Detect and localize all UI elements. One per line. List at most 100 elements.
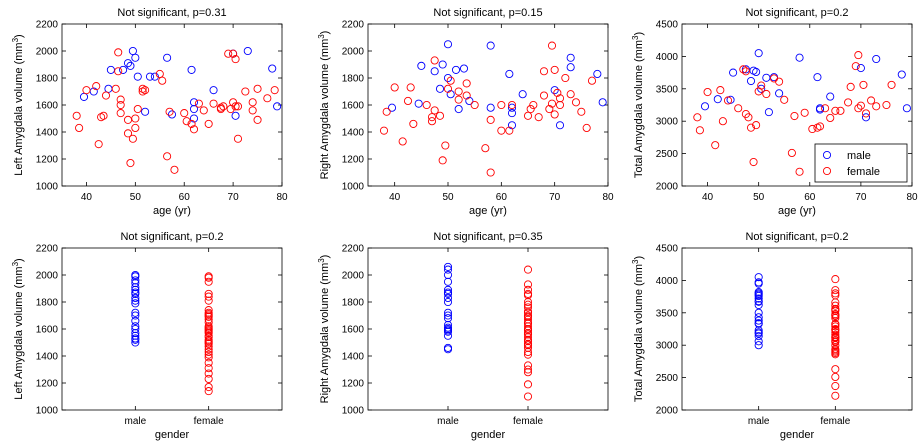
series-female bbox=[379, 41, 597, 177]
data-point bbox=[734, 104, 743, 113]
data-point bbox=[180, 109, 189, 118]
data-point bbox=[204, 369, 213, 378]
data-point bbox=[821, 104, 830, 113]
series-male bbox=[131, 270, 140, 347]
data-point bbox=[831, 381, 840, 391]
data-point bbox=[131, 324, 140, 334]
data-point bbox=[831, 328, 840, 337]
data-point bbox=[422, 100, 431, 110]
data-point bbox=[555, 94, 565, 103]
data-point bbox=[465, 96, 474, 105]
data-point bbox=[754, 337, 763, 346]
data-point bbox=[189, 125, 199, 134]
y-tick-label: 2000 bbox=[656, 406, 679, 417]
x-tick-label: 70 bbox=[549, 192, 561, 203]
series-male bbox=[754, 273, 763, 350]
y-axis-label: Left Amygdala volume (mm3) bbox=[11, 258, 25, 399]
data-point bbox=[859, 80, 868, 89]
chart-panel-1: 1000 1200 1400 1600 1800 2000 2200 40 50 60 70 80 No… bbox=[11, 7, 288, 217]
data-point bbox=[170, 165, 179, 174]
y-axis-label-superscript: 3 bbox=[631, 259, 640, 264]
data-point bbox=[123, 59, 133, 68]
y-tick-label: 1200 bbox=[342, 155, 365, 166]
data-point bbox=[566, 53, 575, 62]
data-point bbox=[815, 122, 825, 131]
y-tick-label: 2000 bbox=[36, 271, 59, 282]
data-point bbox=[116, 100, 125, 110]
data-point bbox=[443, 345, 453, 354]
data-point bbox=[754, 326, 763, 335]
data-point bbox=[443, 40, 453, 49]
data-point bbox=[199, 106, 208, 115]
data-point bbox=[523, 265, 533, 274]
x-tick-label: male bbox=[437, 416, 459, 427]
data-point bbox=[754, 297, 763, 306]
y-axis-label-text: Total Amygdala volume (mm bbox=[633, 40, 645, 178]
data-point bbox=[718, 117, 727, 126]
data-point bbox=[754, 49, 763, 58]
data-point bbox=[795, 53, 804, 62]
data-point bbox=[523, 308, 533, 317]
series-female bbox=[72, 48, 279, 174]
data-point bbox=[462, 79, 471, 88]
data-point bbox=[248, 98, 257, 107]
data-point bbox=[204, 342, 213, 351]
data-point bbox=[131, 316, 140, 325]
data-point bbox=[831, 286, 840, 295]
y-tick-label: 4500 bbox=[656, 244, 679, 255]
y-tick-label: 1200 bbox=[342, 379, 365, 390]
data-point bbox=[507, 100, 517, 110]
data-point bbox=[754, 300, 763, 310]
data-point bbox=[430, 67, 439, 76]
data-point bbox=[897, 70, 906, 79]
data-point bbox=[831, 350, 840, 359]
data-point bbox=[128, 46, 137, 56]
data-point bbox=[566, 90, 575, 99]
plot-area-frame bbox=[681, 247, 913, 411]
data-point bbox=[454, 95, 463, 104]
data-point bbox=[693, 113, 702, 122]
y-tick-label: 4000 bbox=[656, 52, 679, 63]
y-tick-label: 1800 bbox=[342, 298, 365, 309]
data-point bbox=[131, 53, 140, 62]
data-point bbox=[872, 54, 881, 64]
data-point bbox=[497, 100, 506, 110]
data-point bbox=[775, 77, 784, 86]
data-point bbox=[861, 113, 871, 122]
data-point bbox=[204, 328, 213, 338]
data-point bbox=[523, 312, 533, 321]
data-point bbox=[82, 86, 91, 95]
data-point bbox=[204, 374, 213, 384]
x-axis-label: age (yr) bbox=[778, 205, 816, 217]
data-point bbox=[523, 285, 533, 294]
data-point bbox=[119, 65, 128, 74]
y-axis-label-close: ) bbox=[13, 258, 25, 262]
data-point bbox=[387, 103, 397, 112]
data-point bbox=[94, 140, 103, 149]
plot-area-frame bbox=[61, 247, 283, 411]
y-tick-label: 1600 bbox=[36, 325, 59, 336]
x-tick-label: 80 bbox=[906, 192, 918, 203]
x-tick-label: female bbox=[194, 416, 224, 427]
data-point bbox=[229, 49, 238, 58]
y-tick-label: 2500 bbox=[656, 373, 679, 384]
legend-box bbox=[814, 143, 908, 183]
data-point bbox=[505, 69, 514, 78]
data-point bbox=[131, 272, 140, 281]
data-point bbox=[204, 277, 213, 286]
data-point bbox=[253, 115, 262, 124]
plot-area-frame bbox=[367, 247, 609, 411]
y-axis-label: Left Amygdala volume (mm3) bbox=[11, 34, 25, 175]
data-point bbox=[459, 64, 469, 73]
data-point bbox=[253, 84, 262, 93]
data-point bbox=[443, 308, 453, 317]
data-point bbox=[831, 365, 840, 374]
data-point bbox=[204, 364, 213, 373]
data-point bbox=[141, 86, 150, 95]
series-male bbox=[387, 40, 607, 130]
data-point bbox=[454, 105, 463, 114]
data-point bbox=[795, 167, 804, 176]
data-point bbox=[831, 313, 840, 323]
chart-title: Not significant, p=0.2 bbox=[745, 231, 848, 243]
chart-panel-3: 2000 2500 3000 3500 4000 4500 40 50 60 70 80 Not si… bbox=[631, 7, 918, 217]
